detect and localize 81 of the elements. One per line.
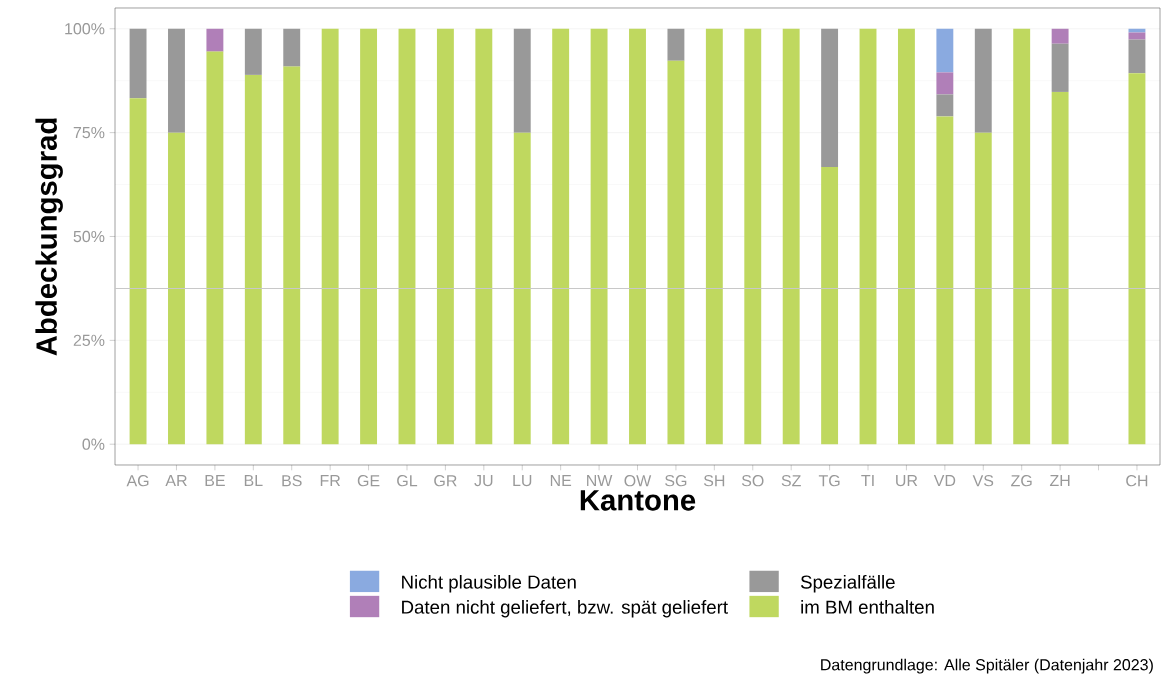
bar xyxy=(321,28,339,445)
bar xyxy=(667,60,685,445)
bar xyxy=(129,28,147,99)
x-tick-label: FR xyxy=(320,475,341,487)
bar xyxy=(1013,28,1031,445)
bar xyxy=(667,28,685,61)
x-tick-label: SZ xyxy=(781,475,801,487)
x-tick-label: GR xyxy=(434,475,457,487)
bar xyxy=(1051,91,1069,445)
x-tick-label: CH xyxy=(1126,475,1148,487)
bar xyxy=(1128,39,1146,74)
bar xyxy=(1051,43,1069,92)
bar xyxy=(629,28,646,445)
bar xyxy=(744,28,762,445)
x-tick-label: GL xyxy=(397,475,418,487)
bar xyxy=(244,28,262,75)
x-tick-label: AR xyxy=(165,475,187,487)
bar xyxy=(1128,73,1146,445)
bar xyxy=(475,28,493,445)
bar xyxy=(936,28,954,73)
x-tick-label: NW xyxy=(587,475,613,487)
legend-label: im BM enthalten xyxy=(801,600,934,614)
bar xyxy=(436,28,454,445)
bar xyxy=(513,28,531,133)
bar xyxy=(398,28,416,445)
bar xyxy=(590,28,608,445)
y-tick-label: 0% xyxy=(82,438,105,450)
x-axis-title: Kantone xyxy=(580,490,696,511)
bar xyxy=(283,28,301,67)
bar xyxy=(821,167,839,445)
x-tick-label: GE xyxy=(357,475,380,487)
bar xyxy=(552,28,570,445)
x-tick-label: VD xyxy=(933,475,956,487)
bar xyxy=(168,132,185,445)
bar xyxy=(705,28,723,445)
legend-label: Spezialfälle xyxy=(800,574,895,593)
y-axis-title: Abdeckungsgrad xyxy=(35,118,63,356)
x-tick-label: SO xyxy=(741,475,764,487)
bar xyxy=(360,28,378,445)
bar xyxy=(974,132,992,445)
x-tick-label: SH xyxy=(703,475,725,487)
x-tick-label: ZH xyxy=(1049,475,1070,487)
bar xyxy=(936,94,954,117)
x-tick-label: ZG xyxy=(1011,475,1032,487)
x-tick-label: OW xyxy=(624,475,652,487)
bar xyxy=(1128,32,1146,40)
x-tick-label: BL xyxy=(244,475,263,487)
x-tick-label: SG xyxy=(665,475,687,487)
bar xyxy=(168,28,185,133)
bar xyxy=(936,72,954,95)
legend-label: Nicht plausible Daten xyxy=(402,574,576,593)
y-tick-label: 100% xyxy=(65,23,105,35)
legend-label: Daten nicht geliefert, bzw. spät geliefert xyxy=(402,600,728,618)
x-tick-label: BE xyxy=(205,475,225,487)
x-tick-label: TI xyxy=(861,475,874,487)
x-tick-label: BS xyxy=(282,475,302,487)
bar xyxy=(283,66,301,445)
bar xyxy=(974,28,992,133)
x-tick-label: JU xyxy=(474,475,493,487)
x-tick-label: VS xyxy=(972,475,994,487)
bar xyxy=(1051,28,1069,44)
bar xyxy=(897,28,915,445)
bar xyxy=(129,98,147,445)
x-tick-label: LU xyxy=(513,475,532,487)
bar xyxy=(206,51,224,445)
bar xyxy=(1128,28,1146,33)
bar xyxy=(513,132,531,445)
y-tick-label: 25% xyxy=(73,334,105,347)
x-tick-label: AG xyxy=(126,475,149,487)
x-tick-label: UR xyxy=(896,475,918,487)
y-tick-label: 75% xyxy=(73,127,105,139)
bar xyxy=(244,74,262,445)
y-tick-label: 50% xyxy=(73,230,105,243)
bar xyxy=(206,28,224,52)
x-tick-label: NE xyxy=(550,475,572,487)
text: Datengrundlage: Alle Spitäler (Datenjahr 2023) xyxy=(821,658,1153,674)
bar xyxy=(782,28,800,445)
bar xyxy=(859,28,877,445)
bar xyxy=(821,28,839,168)
x-tick-label: TG xyxy=(818,475,840,487)
bar xyxy=(936,116,954,445)
